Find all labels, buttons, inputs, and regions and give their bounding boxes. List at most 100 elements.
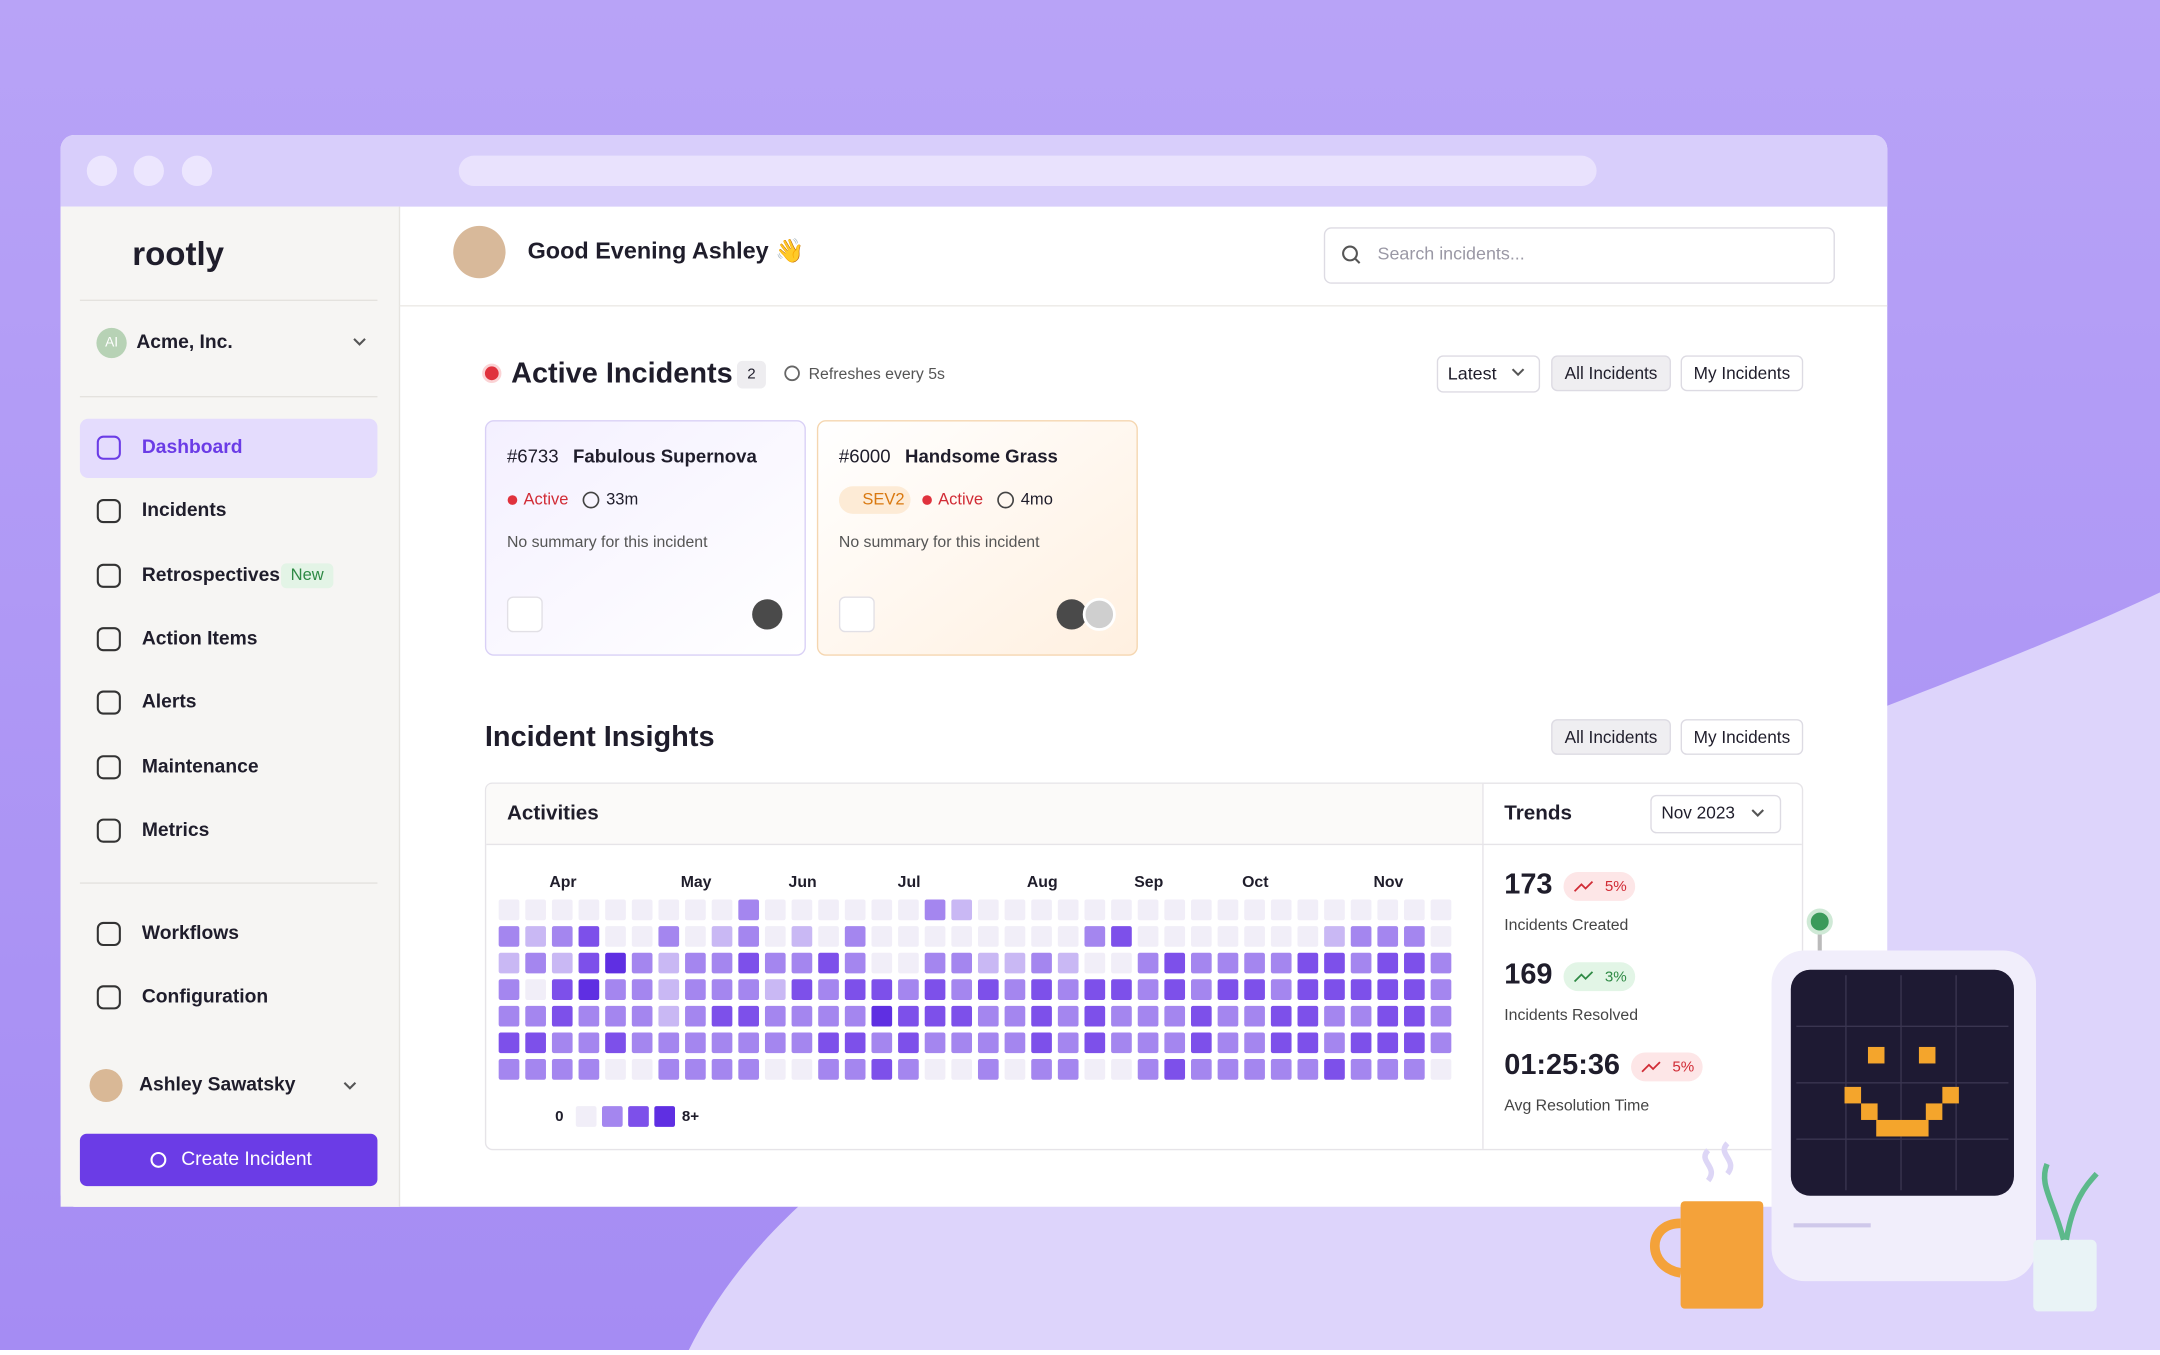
- heat-cell: [738, 1032, 759, 1054]
- heat-cell: [1324, 1005, 1345, 1027]
- create-incident-label[interactable]: Create Incident: [181, 1149, 312, 1170]
- filter-label[interactable]: My Incidents: [1694, 363, 1791, 383]
- heat-cell: [498, 1059, 520, 1080]
- search-placeholder[interactable]: Search incidents...: [1378, 244, 1525, 264]
- incident-card[interactable]: [816, 420, 1138, 656]
- heat-cell: [951, 1005, 973, 1027]
- heat-cell: [1324, 1032, 1345, 1054]
- heat-cell: [525, 1059, 546, 1080]
- nav-badge: New: [291, 565, 324, 584]
- heat-cell: [977, 979, 999, 1000]
- heat-cell: [977, 952, 999, 974]
- month-label: Sep: [1134, 874, 1163, 891]
- period-dropdown[interactable]: [1650, 794, 1782, 834]
- heat-cell: [1137, 1005, 1159, 1027]
- filter-label[interactable]: My Incidents: [1694, 727, 1791, 747]
- nav-item[interactable]: Action Items: [142, 628, 258, 649]
- nav-item[interactable]: Configuration: [142, 986, 268, 1007]
- clock-icon: [997, 491, 1015, 509]
- heat-cell: [498, 1005, 520, 1027]
- nav-item[interactable]: Maintenance: [142, 756, 259, 777]
- heat-cell: [578, 1005, 600, 1027]
- heat-cell: [605, 1032, 626, 1054]
- incident-card[interactable]: [484, 420, 806, 656]
- heat-cell: [1377, 926, 1399, 947]
- filter-label[interactable]: All Incidents: [1565, 363, 1658, 383]
- heat-cell: [1350, 1059, 1372, 1080]
- filter-button[interactable]: [1551, 355, 1671, 392]
- heat-cell: [977, 1059, 999, 1080]
- heat-cell: [1270, 1032, 1292, 1054]
- header-avatar: [453, 225, 506, 279]
- heat-cell: [1350, 979, 1372, 1000]
- nav-icon: [96, 921, 121, 947]
- sort-label[interactable]: Latest: [1448, 363, 1497, 383]
- search-box[interactable]: [1323, 227, 1835, 284]
- heat-cell: [685, 926, 706, 947]
- heat-cell: [1031, 979, 1052, 1000]
- heat-cell: [1137, 979, 1159, 1000]
- heat-cell: [791, 952, 813, 974]
- heat-cell: [1111, 1005, 1132, 1027]
- nav-item[interactable]: Dashboard: [142, 437, 243, 458]
- trend-arrow: [1641, 1061, 1661, 1073]
- nav-item[interactable]: Metrics: [142, 820, 209, 841]
- create-incident-button[interactable]: [79, 1133, 378, 1187]
- heat-cell: [1057, 926, 1079, 947]
- heat-cell: [791, 979, 813, 1000]
- activities-title: Activities: [507, 802, 599, 825]
- heat-cell: [631, 1059, 653, 1080]
- heat-cell: [1004, 952, 1026, 974]
- heat-cell: [551, 952, 573, 974]
- nav-item[interactable]: Incidents: [142, 500, 227, 521]
- period-label[interactable]: Nov 2023: [1661, 803, 1735, 823]
- heat-cell: [525, 979, 546, 1000]
- card-summary: No summary for this incident: [507, 534, 708, 551]
- heat-cell: [818, 952, 839, 974]
- heat-cell: [1084, 952, 1106, 974]
- heat-cell: [924, 1032, 946, 1054]
- heat-cell: [1377, 1032, 1399, 1054]
- heat-cell: [1377, 952, 1399, 974]
- heat-cell: [1270, 1005, 1292, 1027]
- legend-swatch: [628, 1106, 649, 1127]
- user-avatar: [89, 1068, 123, 1103]
- heat-cell: [1324, 952, 1345, 974]
- assignee-avatar: [752, 599, 783, 630]
- heat-cell: [844, 899, 866, 921]
- nav-item[interactable]: Retrospectives: [142, 565, 280, 586]
- heat-cell: [764, 979, 786, 1000]
- filter-button[interactable]: [1551, 719, 1671, 755]
- heat-cell: [1164, 979, 1186, 1000]
- heat-cell: [658, 979, 680, 1000]
- filter-button[interactable]: [1680, 719, 1804, 755]
- heat-cell: [1297, 952, 1319, 974]
- card-id: #6000: [839, 445, 891, 466]
- heat-cell: [1404, 1032, 1425, 1054]
- heat-cell: [844, 1032, 866, 1054]
- heat-cell: [685, 899, 706, 921]
- heat-cell: [1404, 926, 1425, 947]
- heat-cell: [791, 1032, 813, 1054]
- filter-button[interactable]: [1680, 355, 1804, 392]
- heat-cell: [1350, 1005, 1372, 1027]
- trend-badge: [1631, 1052, 1703, 1082]
- trend-label: Avg Resolution Time: [1504, 1097, 1649, 1114]
- heat-cell: [498, 926, 520, 947]
- heat-cell: [898, 1032, 919, 1054]
- heat-cell: [1297, 1059, 1319, 1080]
- heat-cell: [898, 1059, 919, 1080]
- user-name[interactable]: Ashley Sawatsky: [139, 1075, 296, 1096]
- heat-cell: [605, 979, 626, 1000]
- nav-item[interactable]: Alerts: [142, 692, 197, 713]
- org-name[interactable]: Acme, Inc.: [136, 332, 232, 353]
- heat-cell: [1084, 899, 1106, 921]
- heat-cell: [951, 979, 973, 1000]
- card-name: Handsome Grass: [905, 445, 1058, 466]
- filter-label[interactable]: All Incidents: [1565, 727, 1658, 747]
- heat-cell: [711, 899, 733, 921]
- sort-dropdown[interactable]: [1436, 355, 1541, 393]
- nav-item[interactable]: Workflows: [142, 923, 239, 944]
- heat-cell: [711, 979, 733, 1000]
